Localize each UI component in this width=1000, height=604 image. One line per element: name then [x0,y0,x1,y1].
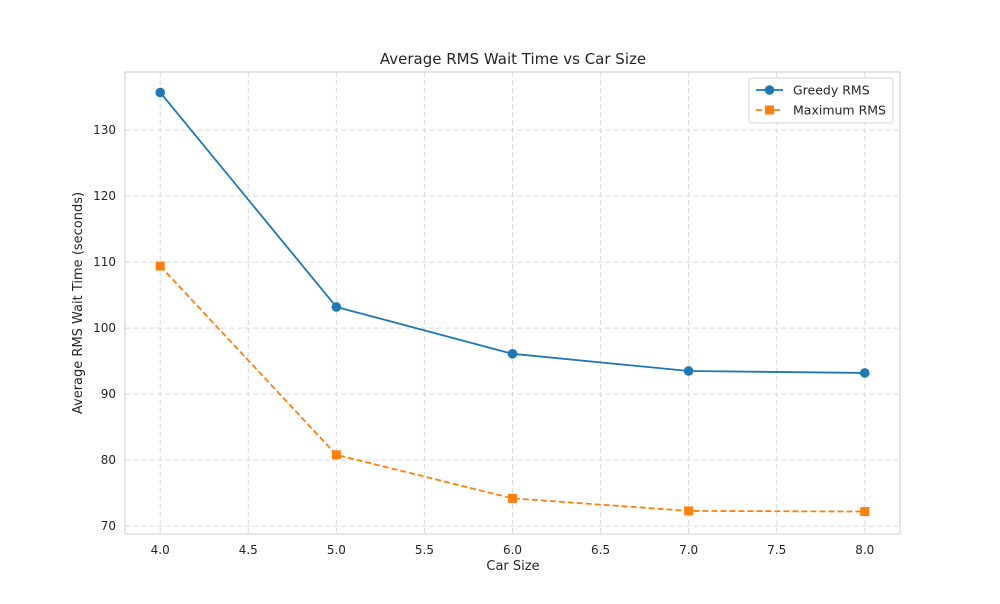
maximum-rms-point [331,450,341,460]
x-tick-label: 5.0 [327,543,346,557]
y-tick-label: 120 [93,189,116,203]
plot-area-frame [124,71,901,535]
x-axis-label: Car Size [486,559,539,574]
y-tick-label: 100 [93,321,116,335]
maximum-rms-point [155,261,165,271]
x-tick-label: 7.5 [767,543,786,557]
y-tick-label: 130 [93,123,116,137]
y-tick-label: 90 [101,387,116,401]
x-tick-label: 5.5 [415,543,434,557]
greedy-rms-point [859,368,870,378]
legend-label: Greedy RMS [793,83,870,98]
maximum-rms-point [508,493,517,503]
greedy-rms-point [507,349,518,359]
y-tick-label: 80 [101,453,116,467]
data-series [155,87,870,517]
x-tick-label: 6.5 [591,543,610,557]
legend: Greedy RMS Maximum RMS [748,77,894,124]
legend-marker [765,105,774,115]
x-tick-label: 4.0 [151,543,170,557]
x-tick-label: 4.5 [239,543,258,557]
y-axis-label: Average RMS Wait Time (seconds) [71,192,86,414]
x-tick-label: 6.0 [503,543,522,557]
legend-label: Maximum RMS [793,103,886,118]
maximum-rms-series [155,261,870,517]
x-tick-label: 8.0 [855,543,874,557]
legend-box [748,77,894,124]
y-tick-label: 110 [93,255,116,269]
legend-entry-greedy-rms: Greedy RMS [756,83,870,98]
greedy-rms-point [331,302,342,312]
greedy-rms-series [155,87,870,378]
greedy-rms-point [683,366,694,376]
y-tick-label: 70 [101,519,116,533]
maximum-rms-point [684,506,694,516]
x-tick-label: 7.0 [679,543,698,557]
grid-lines [125,72,900,534]
chart-title: Average RMS Wait Time vs Car Size [380,50,646,68]
maximum-rms-line [159,265,865,513]
legend-entries: Greedy RMS Maximum RMS [756,83,886,118]
maximum-rms-point [860,507,870,517]
axis-ticks: 4.0 4.5 5.0 5.5 6.0 6.5 7.0 7.5 8.0 70 80 90 100 110 1… [93,123,874,557]
legend-marker [764,85,775,95]
greedy-rms-point [155,87,166,98]
legend-entry-maximum-rms: Maximum RMS [756,103,886,118]
